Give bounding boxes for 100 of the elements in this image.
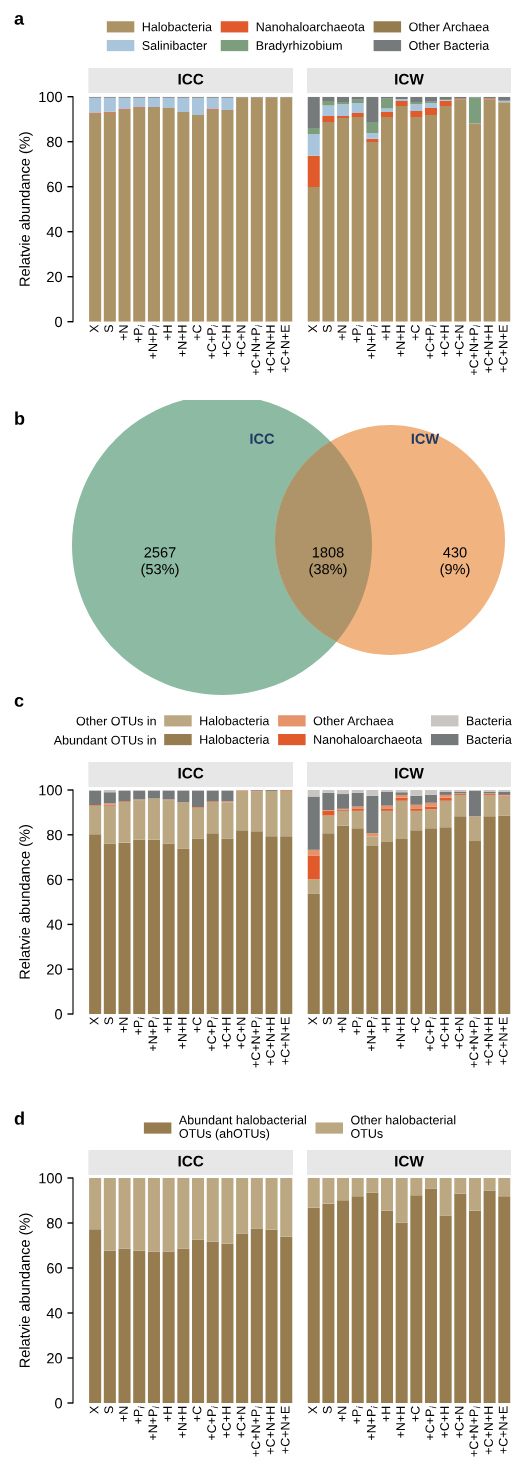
chart-title: ICW: [395, 1155, 424, 1167]
x-tick-label: +C: [192, 1406, 202, 1422]
x-tick-label: +C+P$_{i}$: [425, 1017, 437, 1052]
x-tick-label: +N+H: [396, 1406, 405, 1438]
text: 2567 (53%): [141, 547, 179, 578]
text: Other OTUs in: [76, 716, 156, 726]
y-tick-label: 100: [39, 1173, 63, 1184]
y-tick-label: 20: [47, 1353, 63, 1364]
x-tick-label: X: [89, 324, 99, 333]
x-tick-label: +H: [163, 1017, 172, 1033]
x-tick-label: +C+H: [221, 1406, 231, 1438]
legend-label: Nanohaloarchaeota: [314, 734, 423, 744]
text: d: [14, 1111, 24, 1125]
x-tick-label: +C+P$_{i}$: [425, 324, 437, 359]
x-tick-label: X: [89, 1017, 99, 1025]
x-tick-label: S: [322, 325, 332, 333]
x-tick-label: +N: [119, 325, 128, 341]
text: b: [15, 411, 25, 425]
x-tick-label: S: [322, 1017, 332, 1025]
x-tick-label: +N+P$_{i}$: [148, 324, 160, 359]
x-tick-label: +N+P$_{i}$: [148, 1017, 160, 1052]
x-tick-label: +H: [381, 325, 391, 341]
text: 430 (9%): [440, 547, 470, 578]
x-tick-label: +C: [192, 1017, 202, 1033]
y-tick-label: 80: [47, 829, 63, 841]
x-tick-label: S: [104, 325, 114, 333]
x-tick-label: +C+N: [236, 325, 246, 357]
x-tick-label: +N+H: [177, 1017, 187, 1049]
x-tick-label: X: [308, 324, 317, 333]
legend-label: Abundant halobacterial OTUs (ahOTUs): [178, 1115, 306, 1141]
x-tick-label: +N+H: [396, 1017, 405, 1049]
x-tick-label: +N+P$_{i}$: [366, 1406, 378, 1441]
x-tick-label: +C+H: [221, 1017, 231, 1049]
legend-label: Nanohaloarchaeota: [256, 22, 365, 32]
x-tick-label: +C+N: [236, 1406, 246, 1438]
legend-label: Halobacteria: [142, 22, 212, 32]
text: 1808 (38%): [309, 547, 347, 578]
y-tick-label: 0: [55, 1009, 63, 1020]
x-tick-label: +C+N+H: [484, 1017, 493, 1066]
legend-label: Other Archaea: [409, 22, 490, 32]
category-label: ICC: [250, 433, 275, 444]
category-label: ICW: [411, 433, 440, 444]
x-tick-label: +C+P$_{i}$: [207, 324, 218, 359]
x-tick-label: +C+N+H: [266, 1017, 275, 1066]
y-tick-label: 40: [46, 226, 63, 238]
x-tick-label: +C+H: [440, 325, 449, 357]
y-tick-label: 100: [39, 91, 63, 103]
x-tick-label: +H: [163, 1406, 172, 1422]
y-tick-label: 100: [39, 785, 63, 796]
x-tick-label: +C+N+E: [498, 1017, 508, 1065]
x-tick-label: +C+N+P$_{i}$: [251, 1406, 263, 1457]
x-tick-label: +C+N+E: [280, 1017, 290, 1065]
x-tick-label: +C+N+H: [484, 1406, 493, 1455]
x-tick-label: +N: [337, 325, 347, 341]
x-tick-label: +C+P$_{i}$: [207, 1017, 218, 1052]
y-tick-label: 0: [55, 1398, 63, 1409]
x-tick-label: +C+N+H: [484, 325, 493, 373]
x-tick-label: X: [308, 1017, 317, 1025]
text: a: [14, 14, 25, 25]
x-tick-label: +P$_{i}$: [133, 1406, 145, 1424]
y-tick-label: 20: [47, 271, 63, 283]
x-tick-label: +P$_{i}$: [133, 1017, 145, 1035]
legend-label: Other halobacterial OTUs: [351, 1115, 456, 1138]
x-tick-label: +C+N+P$_{i}$: [251, 324, 263, 376]
x-tick-label: +N: [337, 1406, 347, 1422]
x-tick-label: +C+N+E: [280, 1406, 290, 1454]
x-tick-label: +C+H: [440, 1017, 449, 1049]
chart-title: ICW: [395, 767, 424, 779]
x-tick-label: +H: [163, 325, 172, 341]
x-tick-label: +H: [381, 1017, 391, 1033]
legend-label: Bradyrhizobium: [256, 40, 342, 53]
x-tick-label: +C+N+E: [280, 325, 290, 373]
legend-label: Bacteria: [466, 734, 512, 744]
x-tick-label: X: [308, 1406, 317, 1414]
x-tick-label: +C+N+E: [498, 325, 508, 373]
x-tick-label: +P$_{i}$: [352, 1017, 363, 1035]
x-tick-label: +C+N: [454, 1406, 464, 1438]
y-tick-label: 80: [47, 136, 63, 148]
x-tick-label: +P$_{i}$: [352, 1406, 363, 1424]
x-tick-label: S: [322, 1406, 332, 1414]
chart-title: ICC: [178, 73, 204, 85]
x-tick-label: +N: [119, 1406, 128, 1422]
x-tick-label: S: [104, 1017, 114, 1025]
y-axis-title: Relatvie abundance (%): [19, 825, 33, 979]
x-tick-label: +C+N+E: [498, 1406, 508, 1454]
text: c: [14, 696, 24, 707]
y-tick-label: 80: [47, 1218, 63, 1229]
x-tick-label: +C+N+H: [266, 1406, 275, 1455]
y-tick-label: 40: [46, 919, 63, 930]
x-tick-label: +N+P$_{i}$: [366, 1017, 378, 1052]
x-tick-label: +C+H: [221, 325, 231, 357]
x-tick-label: +C+P$_{i}$: [207, 1406, 218, 1441]
x-tick-label: +C: [410, 1017, 420, 1033]
y-tick-label: 40: [46, 1308, 63, 1319]
x-tick-label: +P$_{i}$: [352, 324, 363, 343]
x-tick-label: +P$_{i}$: [133, 324, 145, 343]
x-tick-label: +C+H: [440, 1406, 449, 1438]
legend-label: Other Archaea: [313, 716, 394, 726]
x-tick-label: +C+N: [454, 1017, 464, 1049]
x-tick-label: S: [104, 1406, 114, 1414]
